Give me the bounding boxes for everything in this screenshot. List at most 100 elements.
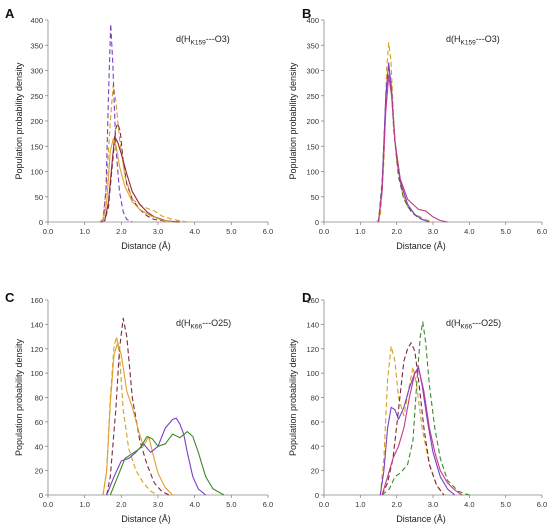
y-tick-label: 80 xyxy=(35,394,43,403)
series-line-5 xyxy=(109,431,225,496)
x-axis-label: Distance (Å) xyxy=(396,514,446,524)
y-tick-label: 100 xyxy=(306,168,319,177)
chart-panel-d: D 0 20 40 60 80 100 120 140 160 0.0 1.0 2.0 3.0 4.0 5.0… xyxy=(288,290,547,524)
y-tick-label: 50 xyxy=(311,193,319,202)
x-tick-label: 1.0 xyxy=(355,227,365,236)
series-line-4 xyxy=(379,366,456,496)
y-tick-label: 100 xyxy=(306,369,319,378)
x-tick-label: 6.0 xyxy=(537,227,547,236)
y-tick-label: 0 xyxy=(315,491,319,500)
x-tick-label: 2.0 xyxy=(391,227,401,236)
x-tick-label: 2.0 xyxy=(391,500,401,509)
x-tick-label: 0.0 xyxy=(319,227,329,236)
x-tick-label: 3.0 xyxy=(428,227,438,236)
y-axis-label: Population probability density xyxy=(14,338,24,456)
x-tick-label: 3.0 xyxy=(153,227,163,236)
chart-panel-c: C 0 20 40 60 80 100 120 140 160 0.0 1.0 2.0 3.0 4.0 5.0… xyxy=(5,290,273,524)
y-tick-label: 400 xyxy=(306,16,319,25)
y-tick-label: 200 xyxy=(30,117,43,126)
x-tick-label: 1.0 xyxy=(355,500,365,509)
x-tick-label: 4.0 xyxy=(189,500,199,509)
y-axis-label: Population probability density xyxy=(14,62,24,180)
annotation: d(HK66---O25) xyxy=(446,318,501,331)
annotation-main: d(H xyxy=(446,318,461,328)
x-tick-label: 2.0 xyxy=(116,227,126,236)
y-axis-label: Population probability density xyxy=(288,338,298,456)
annotation-tail: ---O25) xyxy=(202,318,231,328)
x-tick-label: 6.0 xyxy=(263,227,273,236)
x-tick-label: 5.0 xyxy=(500,227,510,236)
panel-letter: B xyxy=(302,6,311,21)
x-tick-label: 5.0 xyxy=(226,500,236,509)
x-axis-label: Distance (Å) xyxy=(121,241,171,251)
y-tick-label: 300 xyxy=(306,67,319,76)
y-tick-label: 300 xyxy=(30,67,43,76)
series-line-3 xyxy=(100,135,177,223)
x-tick-label: 1.0 xyxy=(79,500,89,509)
y-tick-label: 400 xyxy=(30,16,43,25)
annotation-tail: ---O3) xyxy=(476,34,500,44)
y-tick-label: 250 xyxy=(306,92,319,101)
panel-letter: D xyxy=(302,290,311,305)
x-tick-label: 0.0 xyxy=(43,500,53,509)
x-axis-label: Distance (Å) xyxy=(121,514,171,524)
annotation-subscript: K159 xyxy=(191,40,207,47)
y-tick-label: 0 xyxy=(39,491,43,500)
x-tick-label: 4.0 xyxy=(189,227,199,236)
y-tick-label: 150 xyxy=(30,142,43,151)
y-tick-label: 100 xyxy=(30,369,43,378)
y-tick-label: 0 xyxy=(39,218,43,227)
annotation-main: d(H xyxy=(446,34,461,44)
x-tick-label: 4.0 xyxy=(464,227,474,236)
x-tick-label: 1.0 xyxy=(79,227,89,236)
y-tick-label: 120 xyxy=(306,345,319,354)
series-line-3 xyxy=(381,321,470,496)
x-tick-label: 5.0 xyxy=(500,500,510,509)
x-tick-label: 2.0 xyxy=(116,500,126,509)
y-tick-label: 40 xyxy=(311,442,319,451)
annotation-tail: ---O25) xyxy=(472,318,501,328)
series-line-5 xyxy=(102,138,173,223)
annotation-subscript: K159 xyxy=(461,40,477,47)
x-tick-label: 6.0 xyxy=(537,500,547,509)
y-axis-label: Population probability density xyxy=(288,62,298,180)
chart-panel-a: A 0 50 100 150 200 250 300 350 400 0.0 1.0 2.0 3.0 4.0… xyxy=(5,6,273,251)
series-line-5 xyxy=(381,370,463,496)
x-tick-label: 4.0 xyxy=(464,500,474,509)
x-tick-label: 0.0 xyxy=(43,227,53,236)
y-tick-label: 60 xyxy=(311,418,319,427)
x-tick-label: 3.0 xyxy=(428,500,438,509)
y-tick-label: 20 xyxy=(35,467,43,476)
annotation-subscript: K66 xyxy=(461,324,473,331)
y-tick-label: 140 xyxy=(306,320,319,329)
panel-letter: C xyxy=(5,290,15,305)
y-tick-label: 120 xyxy=(30,345,43,354)
series-line-2 xyxy=(106,317,170,496)
x-tick-label: 5.0 xyxy=(226,227,236,236)
chart-panel-b: B 0 50 100 150 200 250 300 350 400 0.0 1.0 2.0 3.0 4.0… xyxy=(288,6,547,251)
y-tick-label: 160 xyxy=(30,296,43,305)
annotation: d(HK159---O3) xyxy=(176,34,230,47)
panel-letter: A xyxy=(5,6,15,21)
y-tick-label: 40 xyxy=(35,442,43,451)
y-tick-label: 50 xyxy=(35,193,43,202)
series-line-4 xyxy=(377,75,448,223)
annotation: d(HK159---O3) xyxy=(446,34,500,47)
y-tick-label: 250 xyxy=(30,92,43,101)
annotation-main: d(H xyxy=(176,318,191,328)
y-tick-label: 20 xyxy=(311,467,319,476)
series-line-2 xyxy=(98,84,188,223)
annotation-main: d(H xyxy=(176,34,191,44)
series-line-4 xyxy=(106,417,207,496)
series-line-4 xyxy=(102,23,133,223)
y-tick-label: 100 xyxy=(30,168,43,177)
x-tick-label: 0.0 xyxy=(319,500,329,509)
y-tick-label: 200 xyxy=(306,117,319,126)
annotation: d(HK66---O25) xyxy=(176,318,231,331)
annotation-subscript: K66 xyxy=(191,324,203,331)
y-tick-label: 0 xyxy=(315,218,319,227)
y-tick-label: 80 xyxy=(311,394,319,403)
x-tick-label: 6.0 xyxy=(263,500,273,509)
y-tick-label: 60 xyxy=(35,418,43,427)
